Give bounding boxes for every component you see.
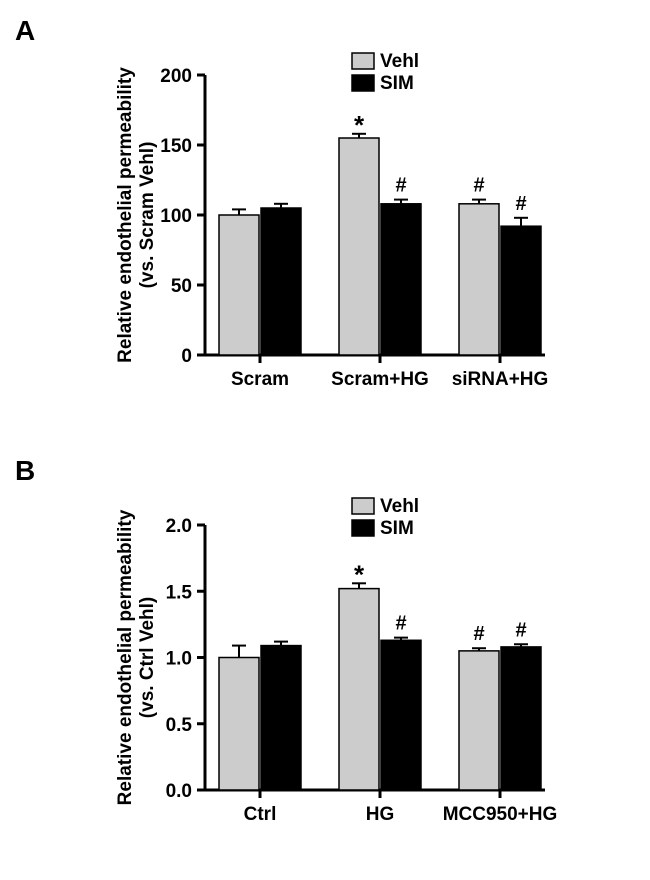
svg-text:*: * [354, 559, 365, 589]
svg-text:SIM: SIM [380, 73, 414, 94]
svg-text:siRNA+HG: siRNA+HG [452, 369, 549, 390]
svg-text:#: # [515, 193, 526, 215]
svg-text:0: 0 [181, 346, 192, 367]
chart-a: 0 50 100 150 200Relative endothelial permeab… [95, 45, 575, 395]
svg-text:Relative endothelial permeabil: Relative endothelial permeability(vs. Ct… [115, 509, 158, 805]
svg-text:100: 100 [160, 206, 192, 227]
svg-text:#: # [473, 623, 484, 645]
svg-text:0.0: 0.0 [166, 781, 192, 802]
svg-text:Ctrl: Ctrl [244, 804, 277, 825]
svg-text:1.0: 1.0 [166, 649, 192, 670]
svg-text:Vehl: Vehl [380, 51, 419, 72]
svg-text:2.0: 2.0 [166, 516, 192, 537]
svg-text:#: # [473, 175, 484, 197]
panel-label-b: B [15, 455, 35, 487]
svg-text:*: * [354, 110, 365, 140]
svg-text:#: # [395, 613, 406, 635]
svg-text:#: # [395, 175, 406, 197]
svg-text:Vehl: Vehl [380, 496, 419, 517]
chart-b: 0.0 0.5 1.0 1.5 2.0 Relative endothelial perm… [95, 490, 575, 830]
svg-text:Relative endothelial permeabil: Relative endothelial permeability(vs. Sc… [115, 67, 158, 363]
svg-text:50: 50 [171, 276, 192, 297]
svg-text:150: 150 [160, 136, 192, 157]
svg-text:1.5: 1.5 [166, 582, 193, 603]
svg-text:Scram: Scram [231, 369, 289, 390]
svg-text:0.5: 0.5 [166, 715, 193, 736]
svg-text:SIM: SIM [380, 518, 414, 539]
svg-text:#: # [515, 619, 526, 641]
svg-text:200: 200 [160, 66, 192, 87]
svg-text:HG: HG [366, 804, 395, 825]
svg-text:Scram+HG: Scram+HG [331, 369, 429, 390]
svg-text:MCC950+HG: MCC950+HG [443, 804, 558, 825]
panel-label-a: A [15, 15, 35, 47]
